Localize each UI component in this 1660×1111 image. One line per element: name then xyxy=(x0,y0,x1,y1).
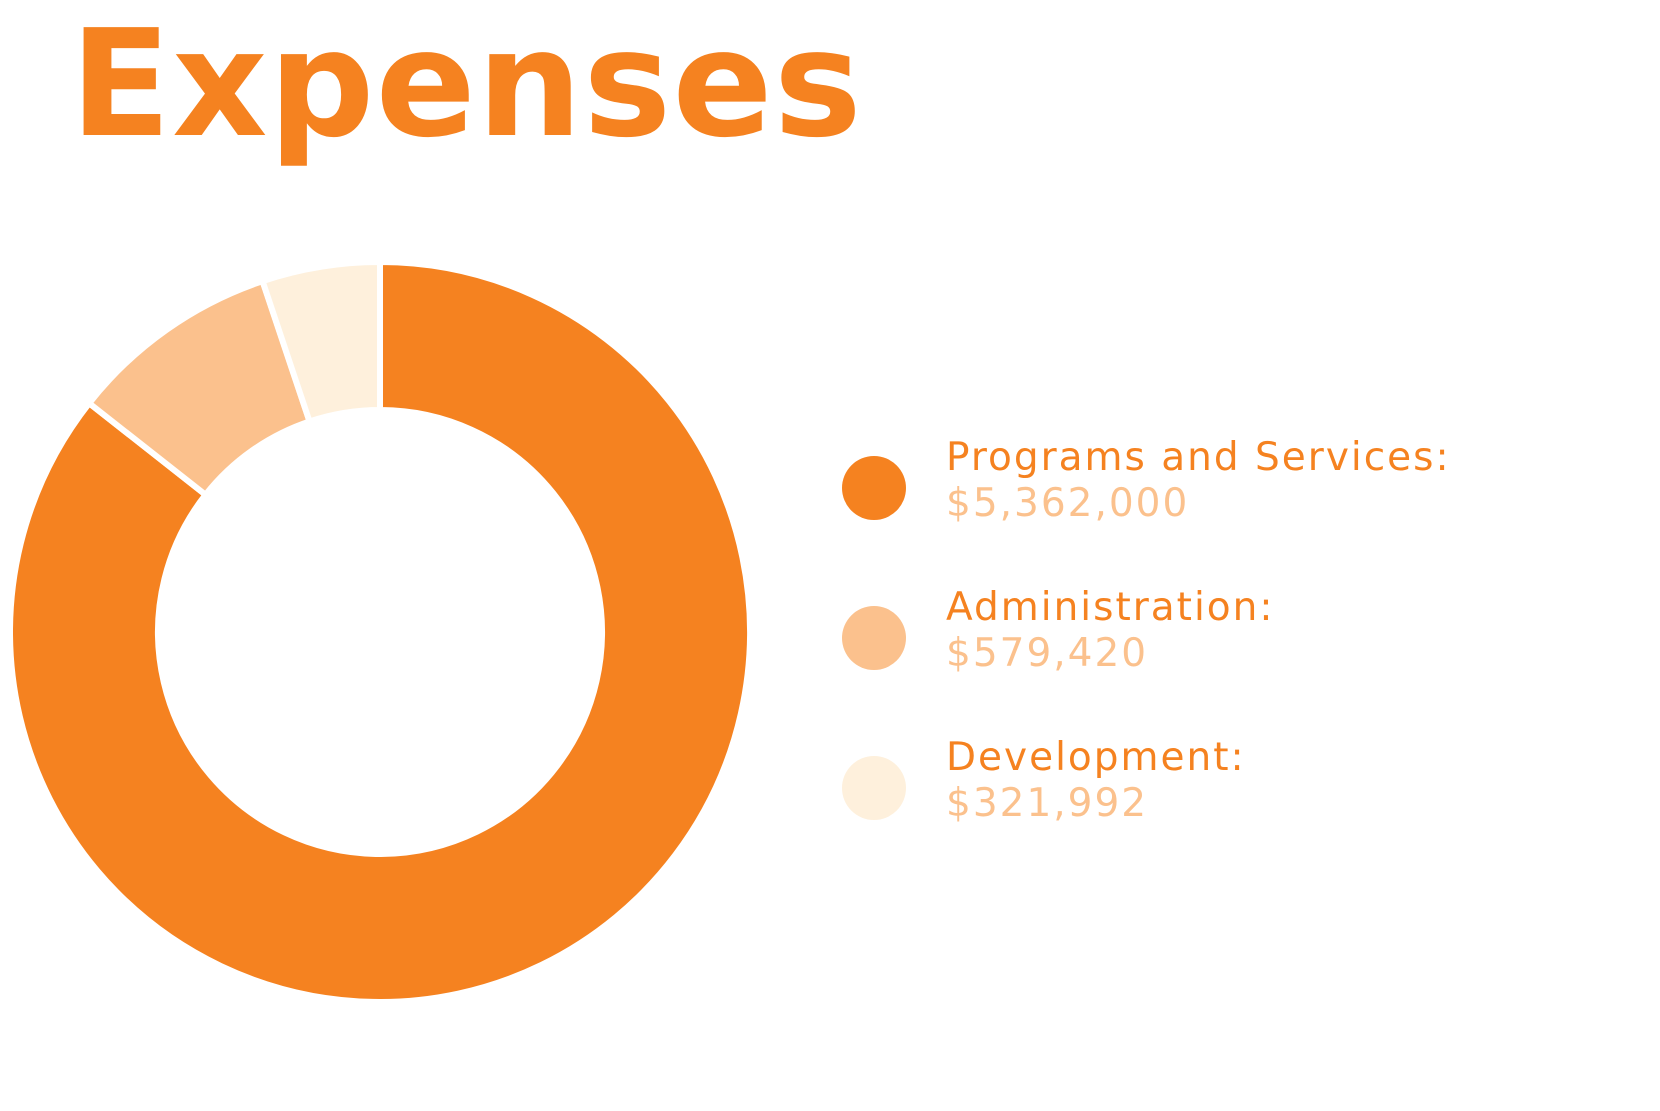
legend-value-administration: $579,420 xyxy=(946,631,1149,676)
legend-swatch-development xyxy=(842,756,906,820)
donut-slice-development xyxy=(258,258,383,426)
legend-label-development: Development: xyxy=(946,735,1246,780)
legend-swatch-administration xyxy=(842,606,906,670)
legend-label-programs: Programs and Services: xyxy=(946,435,1451,480)
legend-label-administration: Administration: xyxy=(946,585,1275,630)
legend-value-development: $321,992 xyxy=(946,781,1149,826)
donut-chart xyxy=(7,258,753,1005)
legend-value-programs: $5,362,000 xyxy=(946,481,1190,526)
legend-swatch-programs xyxy=(842,456,906,520)
chart-title: Expenses xyxy=(70,0,863,170)
donut-slice-programs xyxy=(7,258,753,1005)
